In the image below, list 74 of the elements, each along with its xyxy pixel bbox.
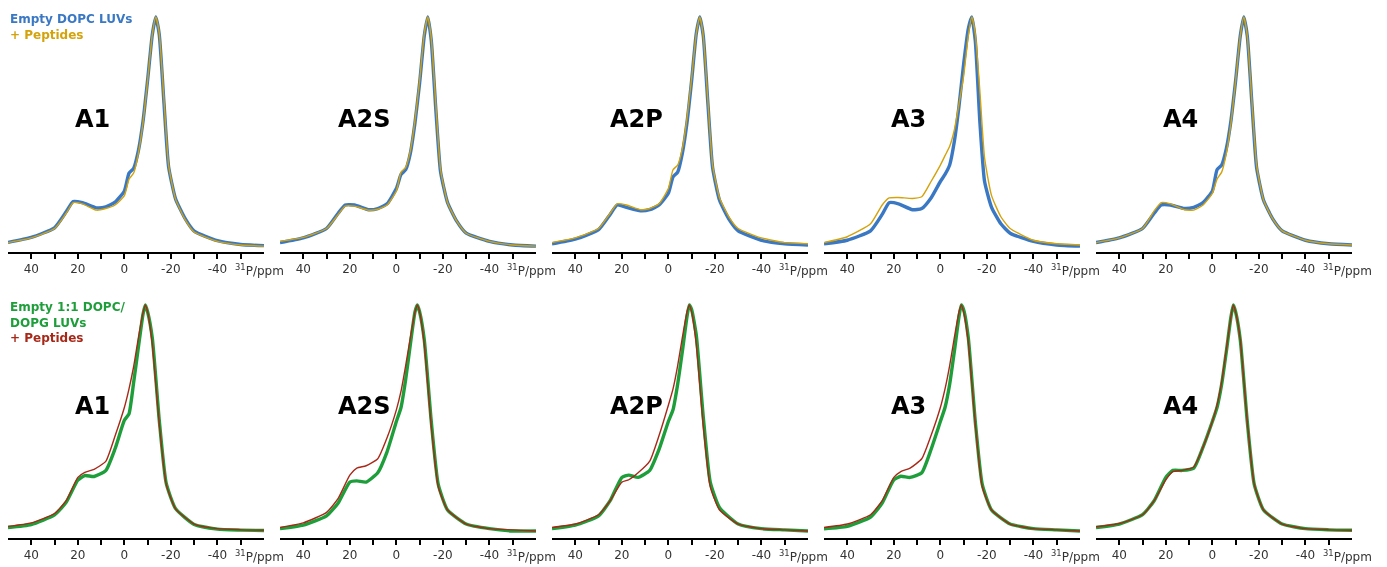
x-axis-title: $^{31}$P/ppm bbox=[779, 262, 828, 279]
text: A3 bbox=[891, 392, 927, 420]
x-tick-label: 20 bbox=[614, 548, 630, 563]
series-label: Empty DOPC LUVs bbox=[10, 12, 133, 26]
x-tick-label: 0 bbox=[392, 262, 401, 277]
x-tick-label: 0 bbox=[664, 548, 673, 563]
x-axis-title: $^{31}$P/ppm bbox=[507, 262, 556, 279]
text: A1 bbox=[75, 392, 111, 420]
text: A2P bbox=[610, 105, 663, 133]
x-tick-label: 0 bbox=[936, 262, 945, 277]
x-tick-label: 0 bbox=[1208, 548, 1217, 563]
x-tick-label: 20 bbox=[342, 262, 358, 277]
x-tick-label: -20 bbox=[433, 262, 453, 277]
x-axis-title: $^{31}$P/ppm bbox=[1051, 262, 1100, 279]
x-tick-label: -40 bbox=[479, 548, 500, 563]
x-tick-label: 40 bbox=[1111, 548, 1127, 563]
x-tick-label: -20 bbox=[161, 548, 181, 563]
x-axis-title: $^{31}$P/ppm bbox=[1051, 548, 1100, 565]
x-tick-label: -20 bbox=[977, 548, 997, 563]
x-tick-label: 0 bbox=[664, 262, 673, 277]
x-axis-title: $^{31}$P/ppm bbox=[1323, 548, 1372, 565]
series-label: Empty 1:1 DOPC/DOPG LUVs bbox=[10, 300, 126, 330]
x-tick-label: -40 bbox=[1295, 548, 1316, 563]
x-tick-label: 40 bbox=[567, 548, 583, 563]
x-tick-label: 0 bbox=[936, 548, 945, 563]
x-tick-label: -40 bbox=[1295, 262, 1316, 277]
x-tick-label: -20 bbox=[705, 548, 725, 563]
text: + Peptides bbox=[10, 331, 84, 346]
x-tick-label: 40 bbox=[23, 548, 39, 563]
x-tick-label: 20 bbox=[886, 262, 902, 277]
x-tick-label: -40 bbox=[1023, 262, 1044, 277]
text: A2S bbox=[338, 105, 391, 133]
x-tick-label: 20 bbox=[70, 262, 86, 277]
x-tick-label: 20 bbox=[1158, 262, 1174, 277]
x-tick-label: 20 bbox=[1158, 548, 1174, 563]
x-tick-label: 40 bbox=[567, 262, 583, 277]
x-axis-title: $^{31}$P/ppm bbox=[1323, 262, 1372, 279]
x-tick-label: 20 bbox=[614, 262, 630, 277]
x-tick-label: 40 bbox=[1111, 262, 1127, 277]
x-axis-title: $^{31}$P/ppm bbox=[779, 548, 828, 565]
x-tick-label: 40 bbox=[839, 262, 855, 277]
text: A2P bbox=[610, 392, 663, 420]
x-tick-label: 40 bbox=[295, 262, 311, 277]
x-axis-title: $^{31}$P/ppm bbox=[507, 548, 556, 565]
x-tick-label: 40 bbox=[295, 548, 311, 563]
x-tick-label: 20 bbox=[886, 548, 902, 563]
x-tick-label: 0 bbox=[120, 548, 129, 563]
x-tick-label: -40 bbox=[751, 548, 772, 563]
x-tick-label: 20 bbox=[342, 548, 358, 563]
x-tick-label: -40 bbox=[751, 262, 772, 277]
x-tick-label: -40 bbox=[479, 262, 500, 277]
text: + Peptides bbox=[10, 27, 84, 42]
x-tick-label: -20 bbox=[705, 262, 725, 277]
x-tick-label: 20 bbox=[70, 548, 86, 563]
x-tick-label: 0 bbox=[1208, 262, 1217, 277]
x-tick-label: 40 bbox=[839, 548, 855, 563]
x-tick-label: -20 bbox=[1249, 548, 1269, 563]
x-tick-label: -20 bbox=[433, 548, 453, 563]
x-tick-label: -20 bbox=[1249, 262, 1269, 277]
x-tick-label: -20 bbox=[977, 262, 997, 277]
text: A4 bbox=[1163, 392, 1199, 420]
text: A3 bbox=[891, 105, 927, 133]
x-tick-label: -20 bbox=[161, 262, 181, 277]
x-tick-label: 0 bbox=[392, 548, 401, 563]
x-tick-label: -40 bbox=[207, 262, 228, 277]
text: A2S bbox=[338, 392, 391, 420]
x-axis-title: $^{31}$P/ppm bbox=[235, 262, 284, 279]
text: A4 bbox=[1163, 105, 1199, 133]
x-axis-title: $^{31}$P/ppm bbox=[235, 548, 284, 565]
text: A1 bbox=[75, 105, 111, 133]
x-tick-label: -40 bbox=[207, 548, 228, 563]
x-tick-label: 40 bbox=[23, 262, 39, 277]
x-tick-label: -40 bbox=[1023, 548, 1044, 563]
x-tick-label: 0 bbox=[120, 262, 129, 277]
